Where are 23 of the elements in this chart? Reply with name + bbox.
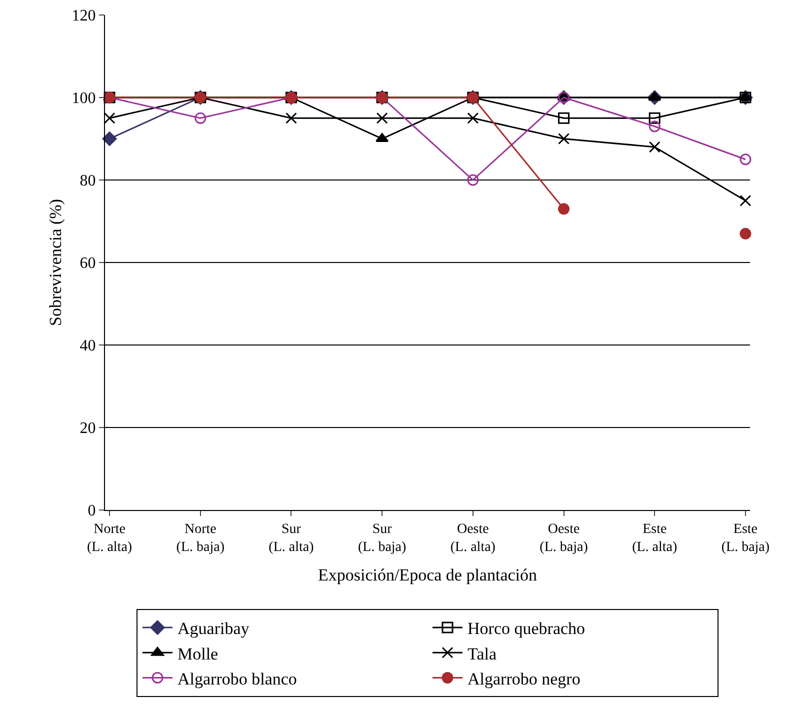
legend-label: Algarrobo negro (468, 669, 580, 688)
legend-label: Aguaribay (178, 619, 250, 638)
y-tick-label: 0 (88, 502, 96, 520)
y-tick-label: 20 (80, 420, 96, 438)
legend-label: Tala (468, 644, 497, 664)
legend-label: Horco quebracho (468, 619, 586, 638)
y-tick-label: 120 (72, 8, 96, 25)
x-tick-label: Sur (L. alta) (268, 522, 314, 555)
y-tick-label: 80 (80, 172, 96, 190)
x-tick-label: Norte (L. alta) (86, 522, 132, 555)
x-axis-title: Exposición/Epoca de plantación (318, 565, 538, 584)
y-tick-label: 60 (80, 255, 96, 272)
y-tick-label: 40 (80, 338, 96, 355)
legend-label: Molle (178, 644, 218, 664)
x-tick-label: Este (L. baja) (721, 522, 770, 555)
x-tick-label: Norte (L. baja) (176, 522, 225, 555)
y-tick-label: 100 (72, 90, 96, 108)
x-tick-label: Oeste (L. baja) (540, 522, 588, 555)
x-tick-label: Sur (L. baja) (358, 522, 407, 555)
legend-label: Algarrobo blanco (178, 669, 297, 688)
x-tick-label: Oeste (L. alta) (450, 522, 496, 555)
y-axis-title: Sobrevivencia (%) (46, 199, 65, 326)
x-tick-label: Este (L. alta) (632, 522, 678, 555)
